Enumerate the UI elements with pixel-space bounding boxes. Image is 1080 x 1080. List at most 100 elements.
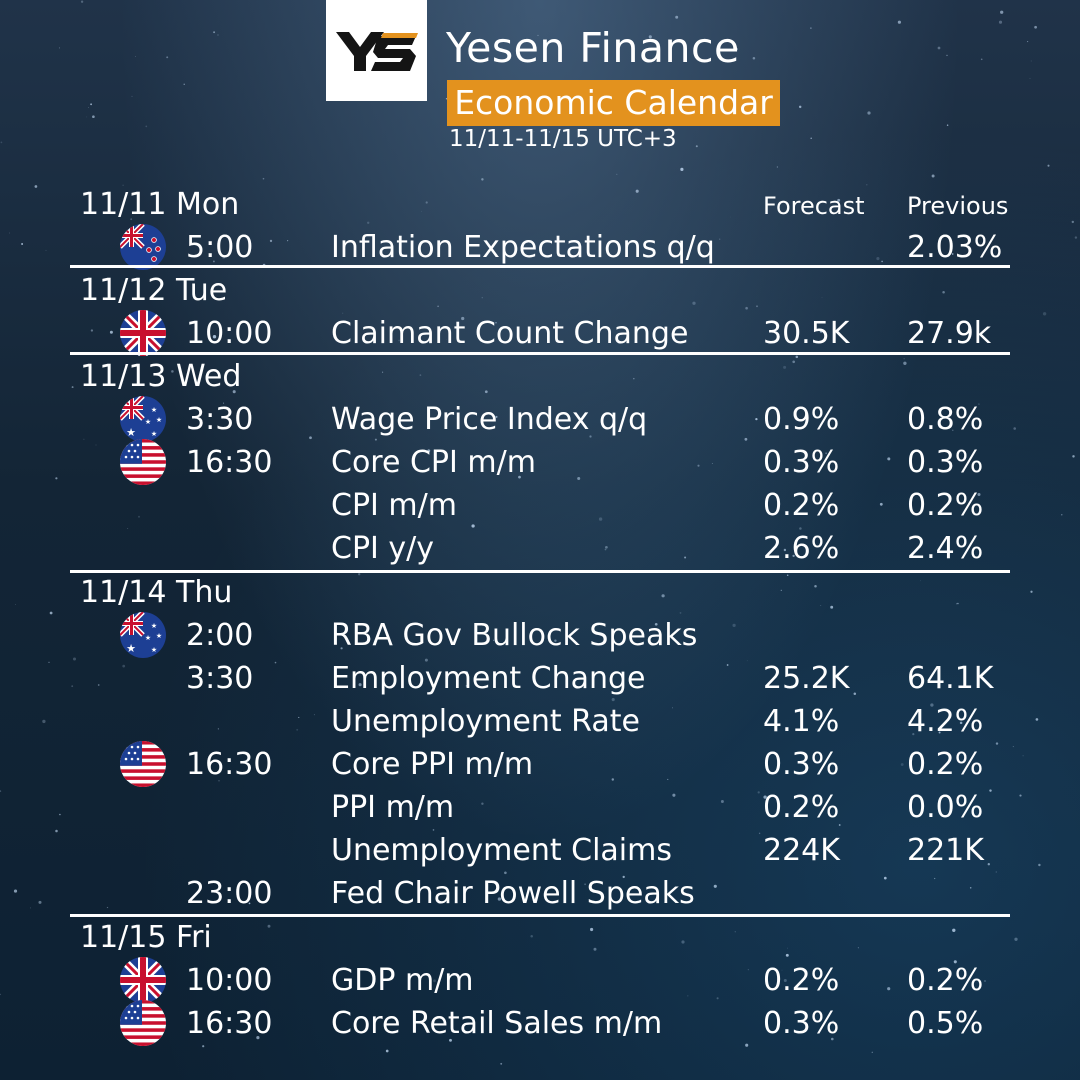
star-dot [267, 924, 271, 928]
star-dot [622, 875, 625, 879]
star-dot [934, 877, 936, 880]
star-dot [857, 947, 859, 949]
forecast-column-header: Forecast [763, 192, 865, 220]
star-dot [495, 322, 497, 324]
star-dot [734, 931, 736, 933]
svg-text:★: ★ [156, 632, 162, 640]
star-dot [465, 684, 468, 687]
star-dot [681, 940, 685, 944]
star-dot [783, 365, 787, 369]
star-dot [716, 997, 719, 1000]
star-dot [577, 476, 581, 481]
star-dot [611, 778, 615, 781]
svg-text:★: ★ [145, 634, 151, 642]
star-dot [580, 134, 584, 138]
star-dot [942, 290, 945, 294]
star-dot [903, 358, 905, 360]
star-dot [810, 137, 812, 140]
star-dot [446, 339, 447, 340]
star-dot [820, 605, 822, 606]
star-dot [1022, 755, 1024, 757]
star-dot [367, 221, 370, 224]
star-dot [464, 671, 469, 675]
star-dot [887, 457, 891, 461]
star-dot [358, 683, 362, 687]
uk-flag-icon [120, 957, 166, 1003]
star-dot [593, 947, 597, 951]
star-dot [71, 685, 74, 688]
star-dot [340, 647, 343, 650]
star-dot [145, 125, 148, 128]
star-dot [783, 548, 787, 552]
star-dot [745, 306, 748, 310]
star-dot [533, 131, 535, 133]
event-row: CPI y/y 2.6% 2.4% [331, 531, 984, 566]
star-dot [598, 517, 603, 521]
event-row: Unemployment Claims 224K 221K [331, 833, 984, 868]
star-dot [425, 201, 428, 204]
star-dot [792, 360, 796, 364]
star-dot [309, 436, 312, 440]
star-dot [358, 573, 361, 576]
svg-text:★: ★ [151, 646, 157, 654]
star-dot [256, 1036, 260, 1040]
event-row: 16:30 Core CPI m/m 0.3% 0.3% [0, 439, 1080, 485]
star-dot [648, 35, 652, 39]
star-dot [605, 545, 608, 549]
star-dot [15, 604, 16, 605]
star-dot [787, 947, 788, 949]
date-range: 11/11-11/15 UTC+3 [449, 126, 677, 152]
star-dot [876, 257, 880, 261]
day-divider [70, 914, 1010, 917]
star-dot [137, 515, 141, 518]
star-dot [313, 714, 315, 716]
star-dot [248, 902, 251, 905]
star-dot [720, 800, 724, 803]
event-row: 5:00 Inflation Expectations q/q 2.03% [0, 224, 1080, 270]
us-flag-icon [120, 439, 166, 485]
star-dot [952, 429, 954, 431]
star-dot [786, 574, 789, 577]
star-dot [55, 829, 58, 833]
day-divider [70, 265, 1010, 268]
star-dot [679, 611, 682, 614]
event-row: 23:00 Fed Chair Powell Speaks [186, 876, 695, 911]
star-dot [537, 34, 539, 36]
star-dot [1047, 164, 1050, 167]
star-dot [72, 657, 77, 661]
star-dot [757, 791, 760, 794]
star-dot [382, 371, 384, 373]
star-dot [296, 728, 299, 731]
star-dot [127, 528, 129, 529]
star-dot [980, 58, 983, 61]
star-dot [298, 716, 300, 718]
event-row: 3:30 Employment Change 25.2K 64.1K [186, 661, 994, 696]
star-dot [92, 115, 95, 119]
star-dot [1071, 220, 1075, 224]
star-dot [500, 1062, 503, 1065]
star-dot [21, 243, 24, 245]
star-dot [866, 184, 868, 186]
star-dot [798, 105, 802, 109]
star-dot [495, 415, 498, 418]
star-dot [135, 56, 136, 57]
star-dot [912, 733, 915, 736]
star-dot [59, 813, 61, 816]
star-dot [745, 1043, 749, 1047]
star-dot [223, 402, 225, 404]
star-dot [680, 167, 684, 171]
star-dot [227, 1032, 229, 1034]
star-dot [558, 413, 560, 416]
star-dot [1061, 514, 1063, 516]
star-dot [959, 721, 963, 725]
star-dot [984, 980, 986, 982]
star-dot [0, 141, 3, 144]
svg-text:★: ★ [126, 642, 136, 655]
star-dot [672, 707, 674, 709]
ys-logo-icon [336, 32, 418, 71]
star-dot [55, 477, 58, 480]
star-dot [529, 417, 531, 419]
star-dot [1012, 746, 1014, 748]
event-row: 10:00 GDP m/m 0.2% 0.2% [0, 957, 1080, 1003]
event-row: PPI m/m 0.2% 0.0% [331, 790, 984, 825]
